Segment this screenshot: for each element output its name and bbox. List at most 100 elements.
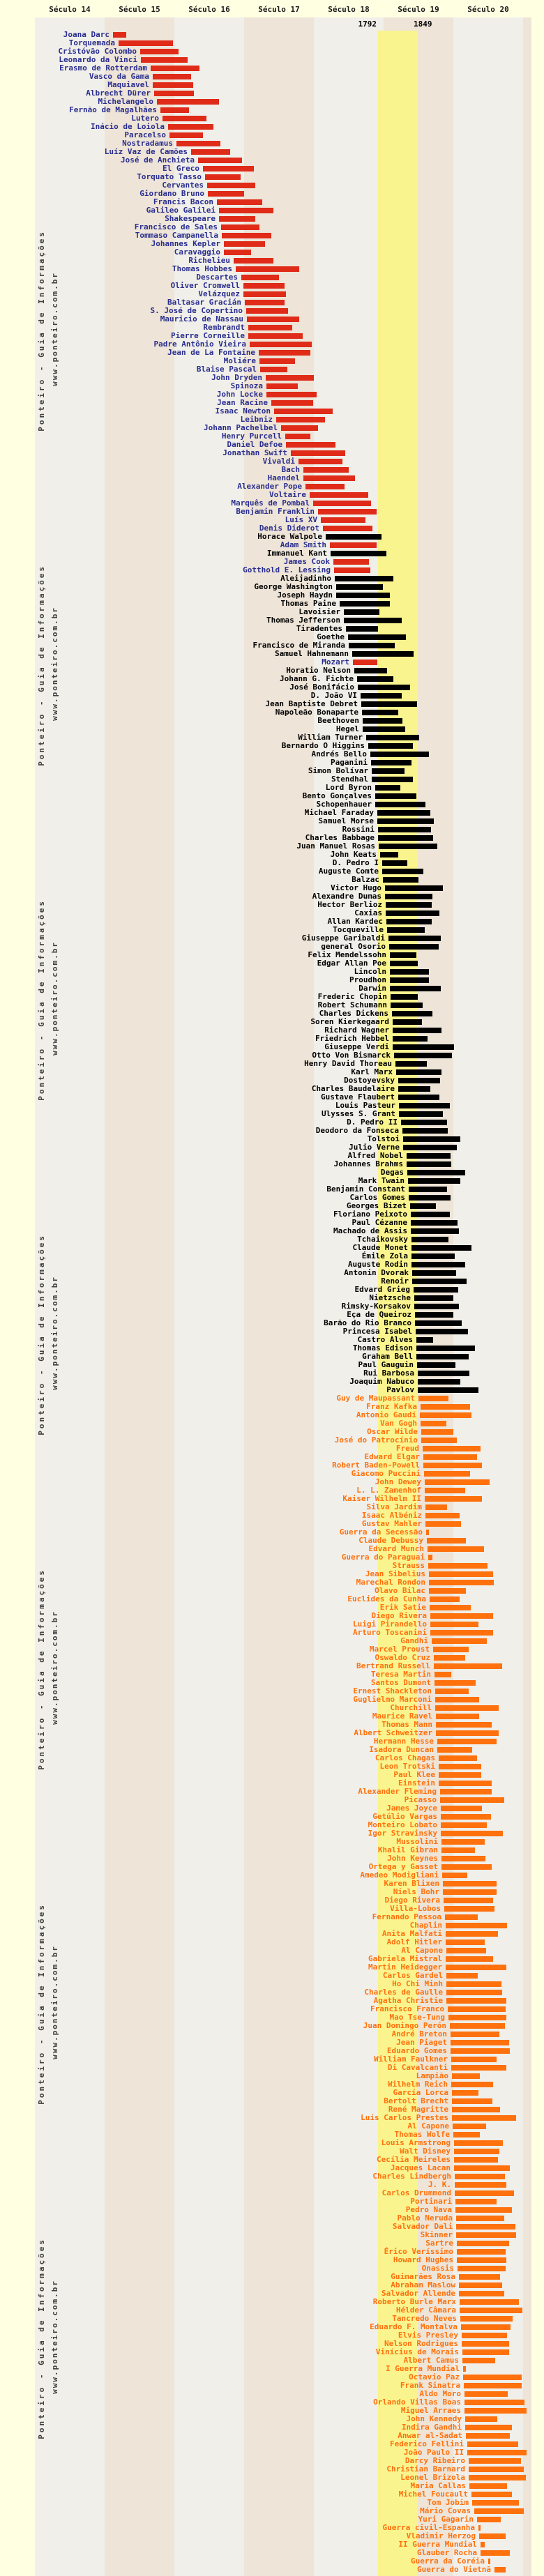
lifespan-bar (469, 2483, 507, 2489)
person-label: García Lorca (393, 2088, 448, 2097)
person-label: Eça de Queiroz (347, 1310, 411, 1319)
lifespan-bar (259, 358, 295, 364)
lifespan-bar (446, 1939, 485, 1945)
lifespan-bar (407, 1153, 451, 1159)
person-label: José do Patrocínio (334, 1435, 418, 1445)
lifespan-bar (416, 1354, 469, 1359)
lifespan-bar (444, 1898, 493, 1903)
lifespan-bar (421, 1438, 457, 1443)
person-label: Cervantes (162, 181, 204, 190)
person-label: Marechal Rondon (356, 1578, 425, 1587)
lifespan-bar (416, 1346, 475, 1351)
lifespan-bar (441, 1814, 491, 1820)
lifespan-bar (382, 869, 423, 874)
lifespan-bar (435, 1689, 469, 1694)
person-label: Bertrand Russell (356, 1661, 430, 1670)
lifespan-bar (435, 1705, 499, 1711)
person-label: Jean Racine (217, 398, 268, 407)
person-label: Marquês de Pombal (231, 498, 310, 508)
person-label: Abraham Maslow (391, 2280, 455, 2289)
person-label: Wilhelm Reich (387, 2080, 448, 2089)
lifespan-bar (396, 1069, 441, 1075)
person-label: Vinícius de Morais (375, 2347, 459, 2356)
person-label: Paul Klee (393, 1770, 435, 1779)
lifespan-bar (441, 1856, 485, 1861)
person-label: Samuel Morse (318, 816, 374, 825)
lifespan-bar (411, 1212, 450, 1217)
lifespan-bar (409, 1195, 451, 1201)
person-label: Galileo Galilei (146, 206, 216, 215)
lifespan-bar (363, 718, 402, 724)
lifespan-bar (477, 2517, 501, 2522)
person-label: Benjamin Franklin (236, 507, 315, 516)
person-label: Tocqueville (333, 925, 384, 934)
person-label: Mário Covas (420, 2506, 471, 2515)
person-label: Robert Schumann (317, 1000, 387, 1009)
person-label: Albert Schweitzer (354, 1728, 432, 1737)
lifespan-bar (459, 2291, 504, 2296)
person-label: Charles Baudelaire (311, 1084, 395, 1093)
person-label: Georges Bizet (346, 1201, 407, 1210)
lifespan-bar (435, 1672, 451, 1677)
lifespan-bar (386, 919, 432, 924)
lifespan-bar (494, 2567, 506, 2573)
lifespan-bar (423, 1446, 481, 1451)
person-label: Thomas Edison (352, 1343, 413, 1352)
lifespan-bar (224, 250, 251, 255)
person-label: Balzac (352, 875, 379, 884)
person-label: Fernando Pessoa (372, 1912, 441, 1921)
lifespan-bar (368, 743, 413, 749)
person-label: Hegel (335, 724, 359, 733)
lifespan-bar (457, 2257, 506, 2263)
lifespan-bar (248, 325, 292, 330)
person-label: John Dewey (375, 1477, 421, 1486)
person-label: Jean de La Fontaine (167, 348, 255, 357)
lifespan-bar (429, 1580, 494, 1585)
lifespan-bar (478, 2525, 481, 2531)
person-label: Mozart (322, 657, 349, 666)
person-label: Francisco Franco (370, 2004, 444, 2013)
person-label: Guerra civil-Espanha (382, 2523, 475, 2532)
person-label: Machado de Assis (333, 1226, 407, 1235)
lifespan-bar (412, 1279, 467, 1284)
person-label: Darwin (358, 984, 386, 993)
person-label: Antonin Dvorak (344, 1268, 409, 1277)
person-label: Diego Rivera (371, 1611, 427, 1620)
person-label: Tolstoi (367, 1134, 400, 1143)
lifespan-bar (221, 224, 259, 230)
lifespan-bar (466, 2433, 510, 2439)
lifespan-bar (333, 559, 369, 565)
lifespan-bar (393, 1028, 441, 1033)
lifespan-bar (457, 2249, 506, 2255)
person-label: Thomas Hobbes (172, 264, 232, 273)
lifespan-bar (303, 467, 349, 473)
person-label: Guerra do Paraguai (341, 1553, 425, 1562)
person-label: Mao Tse-Tung (389, 2013, 445, 2022)
lifespan-bar (266, 375, 314, 381)
lifespan-bar (423, 1463, 482, 1468)
lifespan-bar (446, 1931, 498, 1937)
person-label: Nostradamus (122, 139, 173, 148)
person-label: Otto Von Bismarck (312, 1051, 391, 1060)
person-label: Albert Camus (403, 2356, 459, 2365)
lifespan-bar (414, 1295, 453, 1301)
person-label: Denis Diderot (259, 524, 319, 533)
person-label: Johannes Kepler (151, 239, 220, 248)
person-label: George Washington (254, 582, 333, 591)
person-label: Michelangelo (98, 97, 153, 106)
lifespan-bar (321, 517, 365, 523)
lifespan-bar (357, 676, 393, 682)
lifespan-bar (441, 1831, 503, 1836)
lifespan-bar (113, 32, 126, 38)
person-label: Oliver Cromwell (170, 281, 240, 290)
lifespan-bar (318, 509, 377, 515)
person-label: Juan Manuel Rosas (296, 841, 375, 851)
lifespan-bar (464, 2400, 524, 2405)
lifespan-bar (435, 1697, 479, 1702)
lifespan-bar (399, 1103, 450, 1108)
lifespan-bar (424, 1471, 470, 1477)
lifespan-bar (448, 2015, 506, 2020)
lifespan-bar (443, 1889, 497, 1895)
person-label: Guy de Maupassant (336, 1394, 415, 1403)
lifespan-bar (434, 1655, 465, 1661)
